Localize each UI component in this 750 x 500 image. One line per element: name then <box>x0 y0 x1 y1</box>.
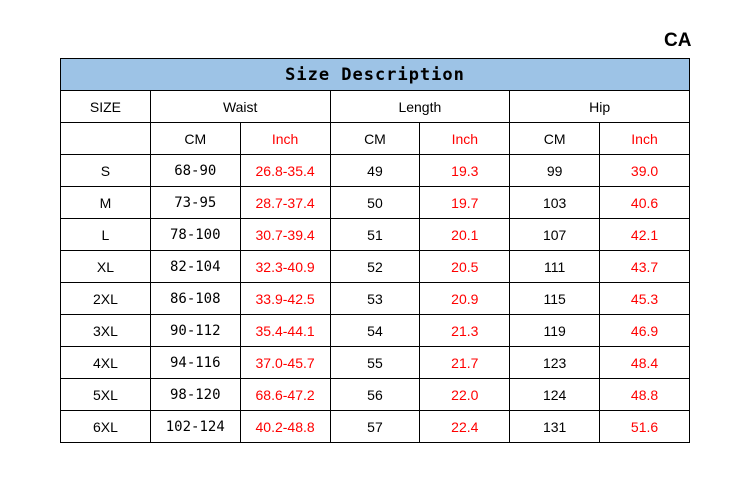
cell-hip-cm: 103 <box>509 186 601 219</box>
cell-hip-in: 42.1 <box>599 218 690 251</box>
title-row: Size Description <box>60 58 690 91</box>
cell-size: 4XL <box>60 346 151 379</box>
cell-size: 2XL <box>60 282 151 315</box>
cell-length-cm: 56 <box>329 378 421 411</box>
cell-waist-cm: 78-100 <box>149 218 241 251</box>
cell-hip-cm: 124 <box>509 378 601 411</box>
cell-length-cm: 51 <box>329 218 421 251</box>
cell-length-in: 20.1 <box>419 218 511 251</box>
unit-empty <box>60 122 151 155</box>
cell-length-in: 19.7 <box>419 186 511 219</box>
cell-length-in: 21.3 <box>419 314 511 347</box>
cell-waist-in: 33.9-42.5 <box>239 282 331 315</box>
table-row: M 73-95 28.7-37.4 50 19.7 103 40.6 <box>60 186 690 219</box>
cell-waist-in: 35.4-44.1 <box>239 314 331 347</box>
table-row: XL 82-104 32.3-40.9 52 20.5 111 43.7 <box>60 250 690 283</box>
cell-hip-in: 43.7 <box>599 250 690 283</box>
table-row: L 78-100 30.7-39.4 51 20.1 107 42.1 <box>60 218 690 251</box>
cell-length-cm: 54 <box>329 314 421 347</box>
cell-waist-in: 28.7-37.4 <box>239 186 331 219</box>
table-row: 2XL 86-108 33.9-42.5 53 20.9 115 45.3 <box>60 282 690 315</box>
cell-waist-cm: 102-124 <box>149 410 241 443</box>
cell-waist-in: 32.3-40.9 <box>239 250 331 283</box>
cell-length-in: 22.4 <box>419 410 511 443</box>
cell-length-cm: 52 <box>329 250 421 283</box>
cell-waist-cm: 90-112 <box>149 314 241 347</box>
unit-cm: CM <box>509 122 601 155</box>
unit-inch: Inch <box>239 122 331 155</box>
cell-length-cm: 57 <box>329 410 421 443</box>
cell-hip-in: 48.4 <box>599 346 690 379</box>
cell-hip-cm: 111 <box>509 250 601 283</box>
unit-cm: CM <box>329 122 421 155</box>
cell-hip-in: 45.3 <box>599 282 690 315</box>
cell-hip-cm: 115 <box>509 282 601 315</box>
cell-waist-in: 40.2-48.8 <box>239 410 331 443</box>
cell-waist-cm: 68-90 <box>149 154 241 187</box>
cell-hip-in: 40.6 <box>599 186 690 219</box>
cell-size: L <box>60 218 151 251</box>
table-row: S 68-90 26.8-35.4 49 19.3 99 39.0 <box>60 154 690 187</box>
cell-length-cm: 53 <box>329 282 421 315</box>
cell-size: 5XL <box>60 378 151 411</box>
unit-row: CM Inch CM Inch CM Inch <box>60 122 690 155</box>
cell-hip-cm: 99 <box>509 154 601 187</box>
header-hip: Hip <box>509 90 690 123</box>
cell-waist-in: 26.8-35.4 <box>239 154 331 187</box>
cell-size: 6XL <box>60 410 151 443</box>
cell-waist-cm: 73-95 <box>149 186 241 219</box>
table-row: 4XL 94-116 37.0-45.7 55 21.7 123 48.4 <box>60 346 690 379</box>
cell-size: M <box>60 186 151 219</box>
cell-waist-in: 37.0-45.7 <box>239 346 331 379</box>
size-table: Size Description SIZE Waist Length Hip C… <box>60 58 690 443</box>
header-length: Length <box>329 90 511 123</box>
table-row: 5XL 98-120 68.6-47.2 56 22.0 124 48.8 <box>60 378 690 411</box>
header-row: SIZE Waist Length Hip <box>60 90 690 123</box>
cell-hip-cm: 131 <box>509 410 601 443</box>
cell-length-in: 20.5 <box>419 250 511 283</box>
cell-hip-cm: 123 <box>509 346 601 379</box>
cell-waist-in: 30.7-39.4 <box>239 218 331 251</box>
cell-length-in: 22.0 <box>419 378 511 411</box>
table-title: Size Description <box>60 58 690 91</box>
header-waist: Waist <box>149 90 331 123</box>
table-row: 3XL 90-112 35.4-44.1 54 21.3 119 46.9 <box>60 314 690 347</box>
cell-length-in: 19.3 <box>419 154 511 187</box>
cell-hip-in: 46.9 <box>599 314 690 347</box>
unit-cm: CM <box>149 122 241 155</box>
cell-waist-cm: 86-108 <box>149 282 241 315</box>
cell-hip-cm: 107 <box>509 218 601 251</box>
cell-waist-cm: 82-104 <box>149 250 241 283</box>
cell-waist-cm: 94-116 <box>149 346 241 379</box>
cell-length-cm: 55 <box>329 346 421 379</box>
cell-size: XL <box>60 250 151 283</box>
unit-inch: Inch <box>599 122 690 155</box>
region-label: CA <box>664 30 692 51</box>
cell-length-in: 21.7 <box>419 346 511 379</box>
cell-length-in: 20.9 <box>419 282 511 315</box>
unit-inch: Inch <box>419 122 511 155</box>
cell-hip-in: 39.0 <box>599 154 690 187</box>
cell-length-cm: 49 <box>329 154 421 187</box>
cell-hip-cm: 119 <box>509 314 601 347</box>
cell-hip-in: 48.8 <box>599 378 690 411</box>
cell-hip-in: 51.6 <box>599 410 690 443</box>
header-size: SIZE <box>60 90 151 123</box>
cell-size: 3XL <box>60 314 151 347</box>
cell-waist-cm: 98-120 <box>149 378 241 411</box>
cell-waist-in: 68.6-47.2 <box>239 378 331 411</box>
cell-length-cm: 50 <box>329 186 421 219</box>
cell-size: S <box>60 154 151 187</box>
table-row: 6XL 102-124 40.2-48.8 57 22.4 131 51.6 <box>60 410 690 443</box>
